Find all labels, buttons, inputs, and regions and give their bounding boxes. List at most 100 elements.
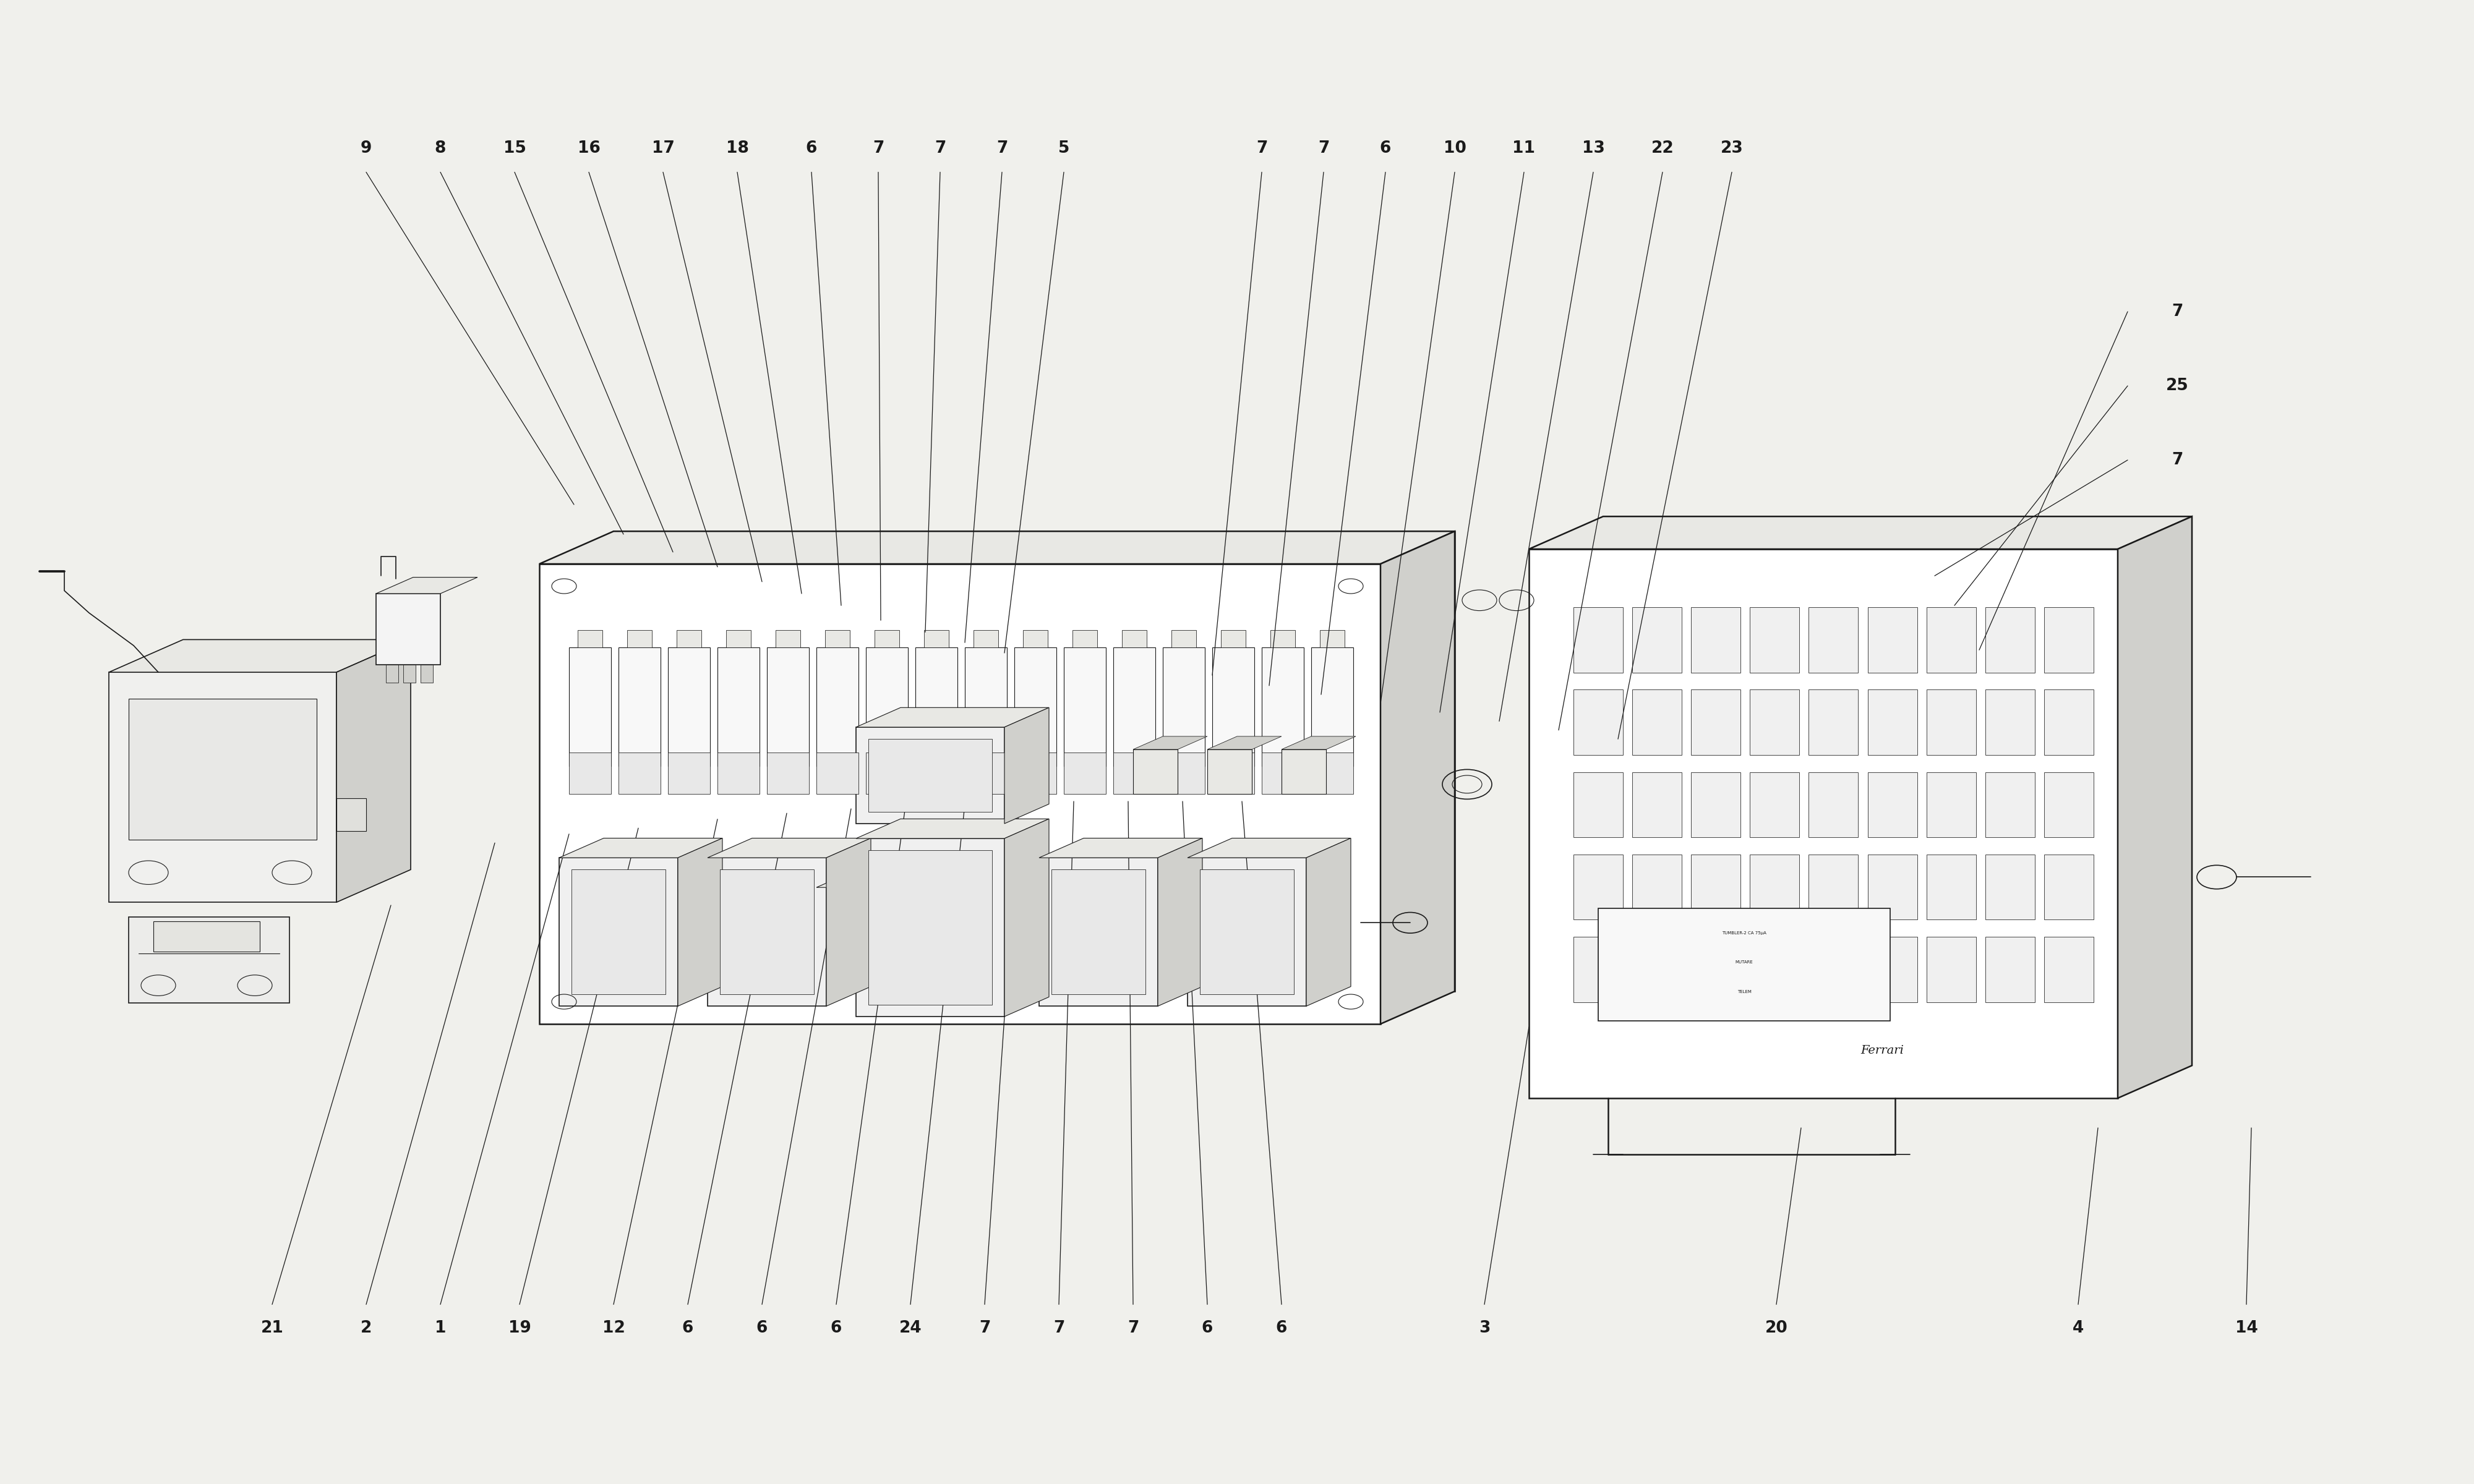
Bar bbox=[717, 752, 760, 794]
Bar bbox=[1749, 936, 1799, 1002]
Text: MUTARE: MUTARE bbox=[1734, 960, 1754, 965]
Bar bbox=[1071, 629, 1098, 647]
Text: 24: 24 bbox=[898, 1321, 923, 1336]
Bar bbox=[1692, 690, 1742, 755]
Text: 7: 7 bbox=[997, 141, 1007, 156]
Bar bbox=[1633, 936, 1682, 1002]
Bar bbox=[668, 752, 710, 794]
Polygon shape bbox=[2118, 516, 2192, 1098]
Bar bbox=[720, 870, 814, 994]
Bar bbox=[1927, 690, 1977, 755]
Bar bbox=[1121, 766, 1148, 784]
Bar bbox=[965, 752, 1007, 794]
Bar bbox=[2044, 690, 2093, 755]
Bar bbox=[2044, 855, 2093, 920]
Bar bbox=[2044, 772, 2093, 837]
Bar bbox=[1984, 607, 2034, 672]
Bar bbox=[1749, 772, 1799, 837]
Text: TELEM: TELEM bbox=[1737, 990, 1752, 993]
Bar bbox=[1573, 772, 1623, 837]
Polygon shape bbox=[826, 838, 871, 1006]
Bar bbox=[675, 766, 703, 784]
Text: 11: 11 bbox=[1512, 141, 1536, 156]
Bar bbox=[2044, 936, 2093, 1002]
Bar bbox=[1868, 607, 1917, 672]
Bar bbox=[626, 629, 653, 647]
Bar bbox=[873, 766, 901, 784]
Text: 7: 7 bbox=[2172, 453, 2182, 467]
Bar bbox=[1573, 607, 1623, 672]
Polygon shape bbox=[816, 871, 923, 887]
Bar bbox=[386, 665, 398, 683]
Text: 6: 6 bbox=[831, 1321, 841, 1336]
Bar bbox=[1207, 749, 1252, 794]
Text: 2: 2 bbox=[361, 1321, 371, 1336]
Bar bbox=[1311, 647, 1353, 766]
Text: 16: 16 bbox=[576, 141, 601, 156]
Text: 7: 7 bbox=[935, 141, 945, 156]
Bar bbox=[1133, 749, 1178, 794]
Bar bbox=[1692, 855, 1742, 920]
Polygon shape bbox=[559, 838, 722, 858]
Bar bbox=[1868, 855, 1917, 920]
Bar bbox=[1984, 690, 2034, 755]
Polygon shape bbox=[1207, 736, 1282, 749]
Text: Ferrari: Ferrari bbox=[1860, 1045, 1905, 1057]
Bar bbox=[153, 922, 260, 951]
Bar bbox=[1633, 690, 1682, 755]
Bar bbox=[1692, 936, 1742, 1002]
Bar bbox=[915, 647, 957, 766]
Bar bbox=[1927, 607, 1977, 672]
Bar bbox=[1282, 749, 1326, 794]
Bar bbox=[1319, 629, 1346, 647]
Bar bbox=[626, 766, 653, 784]
Bar bbox=[1868, 936, 1917, 1002]
Polygon shape bbox=[539, 531, 1455, 564]
Text: 21: 21 bbox=[260, 1321, 285, 1336]
Text: 5: 5 bbox=[1059, 141, 1069, 156]
Text: 6: 6 bbox=[757, 1321, 767, 1336]
Bar bbox=[816, 887, 886, 932]
Polygon shape bbox=[614, 531, 1455, 991]
Text: 7: 7 bbox=[1054, 1321, 1064, 1336]
Bar bbox=[774, 629, 802, 647]
Bar bbox=[569, 752, 611, 794]
Bar bbox=[668, 647, 710, 766]
Text: 19: 19 bbox=[507, 1321, 532, 1336]
Text: 7: 7 bbox=[980, 1321, 990, 1336]
Text: 7: 7 bbox=[1257, 141, 1267, 156]
Bar bbox=[1170, 629, 1197, 647]
Bar bbox=[868, 739, 992, 812]
Bar bbox=[675, 629, 703, 647]
Text: 12: 12 bbox=[601, 1321, 626, 1336]
Bar bbox=[923, 766, 950, 784]
Polygon shape bbox=[856, 819, 1049, 838]
Bar bbox=[1868, 690, 1917, 755]
Text: 6: 6 bbox=[1277, 1321, 1286, 1336]
Bar bbox=[866, 752, 908, 794]
Text: 23: 23 bbox=[1719, 141, 1744, 156]
Bar bbox=[571, 870, 666, 994]
Bar bbox=[376, 594, 440, 665]
Bar bbox=[972, 766, 999, 784]
Bar bbox=[856, 727, 1004, 824]
Bar bbox=[576, 766, 604, 784]
Bar bbox=[1212, 647, 1254, 766]
Polygon shape bbox=[109, 640, 411, 672]
Bar bbox=[1113, 647, 1155, 766]
Bar bbox=[923, 629, 950, 647]
Bar bbox=[1633, 855, 1682, 920]
Text: 6: 6 bbox=[1380, 141, 1390, 156]
Polygon shape bbox=[1306, 838, 1351, 1006]
Bar bbox=[1014, 752, 1056, 794]
Polygon shape bbox=[1158, 838, 1202, 1006]
Polygon shape bbox=[708, 838, 871, 858]
Bar bbox=[868, 850, 992, 1005]
Bar bbox=[1319, 766, 1346, 784]
Bar bbox=[774, 766, 802, 784]
Bar bbox=[1113, 752, 1155, 794]
Bar bbox=[403, 665, 416, 683]
Bar bbox=[1188, 858, 1306, 1006]
Bar bbox=[1984, 855, 2034, 920]
Bar bbox=[1633, 772, 1682, 837]
